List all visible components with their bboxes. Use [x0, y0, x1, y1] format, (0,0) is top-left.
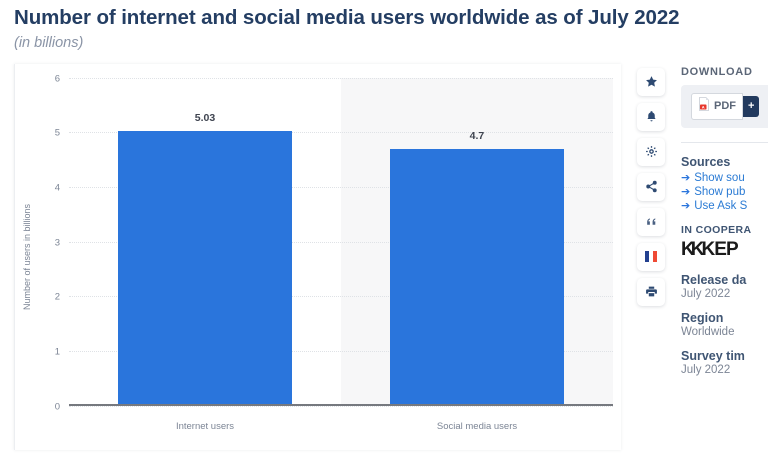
french-flag-button[interactable] [637, 242, 665, 271]
source-link-label: Use Ask S [694, 199, 748, 212]
x-axis-label: Internet users [175, 420, 235, 432]
french-flag-icon [644, 251, 658, 262]
y-tick-label: 3 [54, 237, 60, 248]
gridline: 4 [55, 182, 613, 193]
arrow-right-icon: ➔ [681, 185, 691, 198]
gridline: 1 [55, 346, 613, 357]
source-link-label: Show sou [694, 171, 745, 184]
y-tick-label: 1 [54, 346, 60, 358]
share-icon [645, 180, 658, 193]
source-link-label: Show pub [694, 185, 746, 198]
meta-label: Survey tim [681, 348, 745, 363]
bar-value-label: 5.03 [194, 111, 216, 124]
kepios-logo-mark: KK [681, 238, 705, 260]
settings-gear-icon [645, 145, 658, 158]
source-link-show-source[interactable]: ➔ Show sou [681, 172, 768, 184]
gridline: 3 [55, 237, 613, 248]
meta-label: Region [681, 310, 724, 325]
source-link-show-publisher[interactable]: ➔ Show pub [681, 186, 768, 198]
chart-card: 6 5 4 3 2 1 0 [14, 63, 621, 450]
gridline: 0 [55, 401, 613, 412]
meta-label: Release da [681, 272, 747, 287]
bar-slot: 4.7 [341, 78, 613, 406]
plot-area: 6 5 4 3 2 1 0 [55, 73, 613, 412]
print-button[interactable] [637, 277, 665, 306]
arrow-right-icon: ➔ [681, 199, 691, 212]
favorite-star-button[interactable] [637, 67, 665, 96]
print-icon [645, 285, 658, 298]
chart-action-toolbar [629, 64, 673, 306]
citation-quote-icon [645, 215, 658, 228]
download-pdf-button[interactable]: A PDF [691, 92, 743, 120]
bar-value-label: 4.7 [469, 129, 485, 142]
page-header: Number of internet and social media user… [0, 0, 768, 52]
cooperation-heading: IN COOPERA [681, 223, 752, 236]
favorite-star-icon [645, 75, 658, 88]
kepios-logo: KK KEP [681, 239, 768, 261]
y-tick-label: 5 [54, 127, 60, 139]
info-side-panel: DOWNLOAD A PDF + Sources ➔ Show sou [681, 64, 768, 387]
bar-slot: 5.03 [69, 78, 341, 406]
notification-bell-icon [645, 110, 658, 123]
meta-value: July 2022 [681, 363, 731, 376]
bar-internet-users[interactable]: 5.03 [117, 112, 293, 406]
y-axis-title: Number of users in billions [22, 203, 32, 310]
kepios-logo-text: KEP [701, 238, 738, 260]
source-link-use-ask-statista[interactable]: ➔ Use Ask S [681, 200, 768, 212]
download-box: A PDF + [681, 84, 768, 128]
meta-value: July 2022 [681, 287, 731, 300]
bar-social-media-users[interactable]: 4.7 [389, 130, 565, 406]
content-row: 6 5 4 3 2 1 0 [0, 63, 768, 464]
page-subtitle: (in billions) [14, 34, 84, 51]
settings-gear-button[interactable] [637, 137, 665, 166]
page-title: Number of internet and social media user… [14, 6, 680, 29]
bars-layer: 5.03 4.7 [69, 78, 613, 406]
gridline: 6 [55, 73, 613, 84]
y-tick-label: 2 [54, 291, 60, 303]
gridline: 2 [55, 292, 613, 303]
y-tick-label: 0 [54, 401, 60, 412]
meta-value: Worldwide [681, 325, 735, 338]
meta-survey-time: Survey tim July 2022 [681, 349, 768, 376]
meta-region: Region Worldwide [681, 311, 768, 338]
svg-text:A: A [702, 104, 705, 109]
meta-release-date: Release da July 2022 [681, 273, 768, 300]
download-heading: DOWNLOAD [681, 65, 753, 78]
pdf-button-label: PDF [714, 100, 736, 112]
sources-heading: Sources [681, 154, 731, 169]
pdf-file-icon: A [698, 96, 710, 116]
notification-bell-button[interactable] [637, 102, 665, 131]
x-axis-label: Social media users [436, 420, 518, 432]
citation-quote-button[interactable] [637, 207, 665, 236]
panel-divider [681, 141, 768, 143]
arrow-right-icon: ➔ [681, 171, 691, 184]
y-tick-label: 6 [54, 73, 60, 84]
x-axis-labels: Internet users Social media users [69, 421, 613, 432]
y-tick-label: 4 [54, 182, 60, 194]
gridline: 5 [55, 128, 613, 139]
share-button[interactable] [637, 172, 665, 201]
x-axis-line [69, 403, 613, 406]
download-more-button[interactable]: + [743, 95, 760, 117]
